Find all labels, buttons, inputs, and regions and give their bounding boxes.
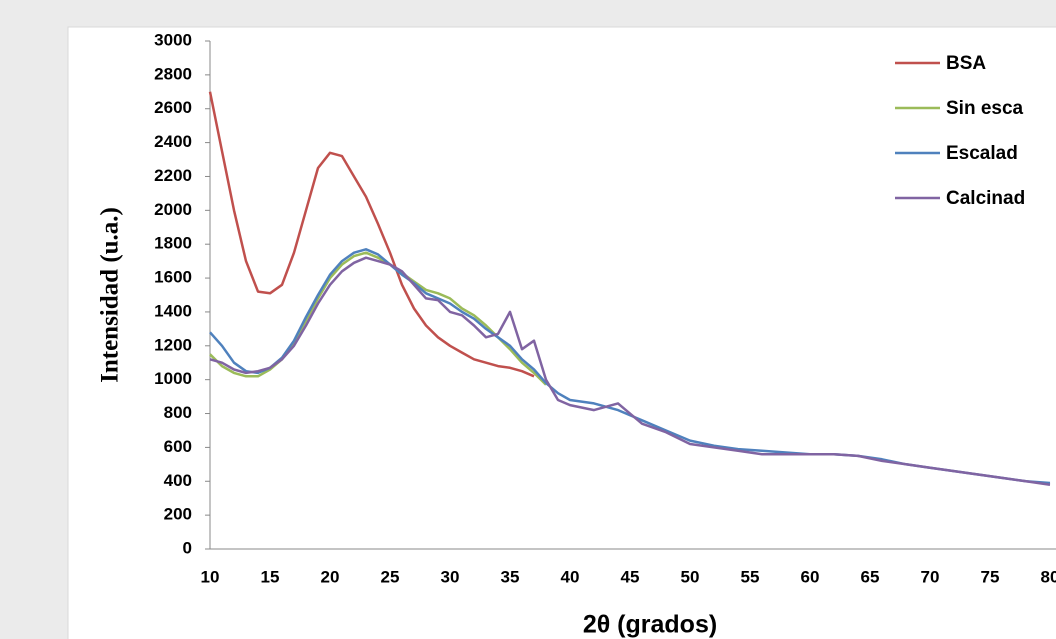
legend-label: Calcinad [946,188,1025,209]
y-tick-label: 2800 [154,64,192,83]
x-tick-label: 35 [501,567,520,586]
x-tick-label: 15 [261,567,280,586]
y-tick-label: 200 [164,505,192,524]
x-tick-label: 50 [681,567,700,586]
y-tick-label: 600 [164,437,192,456]
x-tick-label: 55 [741,567,760,586]
y-tick-label: 1800 [154,234,192,253]
y-tick-label: 2400 [154,132,192,151]
x-tick-label: 75 [981,567,1000,586]
x-axis-label: 2θ (grados) [583,611,717,639]
x-tick-label: 30 [441,567,460,586]
x-tick-label: 80 [1041,567,1056,586]
legend-label: BSA [946,53,986,74]
y-axis-label: Intensidad (u.a.) [97,207,124,383]
x-tick-label: 20 [321,567,340,586]
legend-label: Sin esca [946,98,1024,119]
y-tick-label: 2000 [154,200,192,219]
chart-area [67,26,1056,639]
y-tick-label: 1000 [154,369,192,388]
x-tick-label: 10 [201,567,220,586]
x-tick-label: 25 [381,567,400,586]
y-tick-label: 1200 [154,335,192,354]
y-tick-label: 800 [164,403,192,422]
x-tick-label: 60 [801,567,820,586]
x-tick-label: 40 [561,567,580,586]
y-tick-label: 2200 [154,166,192,185]
x-tick-label: 45 [621,567,640,586]
y-tick-label: 1600 [154,268,192,287]
y-tick-label: 0 [183,538,192,557]
y-tick-label: 2600 [154,98,192,117]
series-line [208,91,535,378]
x-tick-label: 70 [921,567,940,586]
y-tick-label: 1400 [154,301,192,320]
legend-label: Escalad [946,143,1018,164]
x-tick-label: 65 [861,567,880,586]
y-tick-label: 400 [164,471,192,490]
series-line [209,251,547,386]
series-line [209,256,1051,486]
y-tick-label: 3000 [154,30,192,49]
